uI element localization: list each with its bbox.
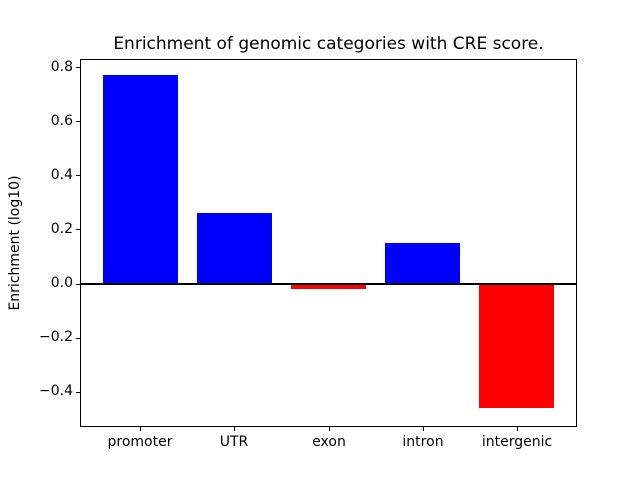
- bar-intron: [385, 243, 460, 284]
- y-tick-label: 0.2: [50, 221, 73, 237]
- x-tick-label-UTR: UTR: [219, 434, 249, 450]
- bar-intergenic: [479, 284, 554, 408]
- x-tick-label-intergenic: intergenic: [481, 434, 553, 450]
- y-tick-mark: [76, 67, 80, 68]
- bar-promoter: [103, 75, 178, 283]
- zero-line: [80, 283, 577, 285]
- y-tick-mark: [76, 121, 80, 122]
- x-tick-label-intron: intron: [402, 434, 444, 450]
- x-tick-mark: [517, 427, 518, 431]
- x-tick-mark: [234, 427, 235, 431]
- bar-UTR: [197, 213, 272, 283]
- y-tick-label: 0.8: [50, 59, 73, 75]
- x-tick-mark: [423, 427, 424, 431]
- y-tick-label: −0.4: [39, 383, 73, 399]
- y-tick-label: −0.2: [39, 329, 73, 345]
- x-tick-mark: [329, 427, 330, 431]
- y-tick-mark: [76, 392, 80, 393]
- y-tick-mark: [76, 284, 80, 285]
- y-tick-mark: [76, 229, 80, 230]
- y-tick-label: 0.6: [50, 113, 73, 129]
- y-tick-label: 0.0: [50, 275, 73, 291]
- bar-exon: [291, 284, 366, 289]
- x-tick-label-promoter: promoter: [107, 434, 173, 450]
- chart-title: Enrichment of genomic categories with CR…: [113, 34, 544, 54]
- y-tick-mark: [76, 175, 80, 176]
- y-tick-label: 0.4: [50, 167, 73, 183]
- y-tick-mark: [76, 338, 80, 339]
- x-tick-mark: [140, 427, 141, 431]
- x-tick-label-exon: exon: [312, 434, 346, 450]
